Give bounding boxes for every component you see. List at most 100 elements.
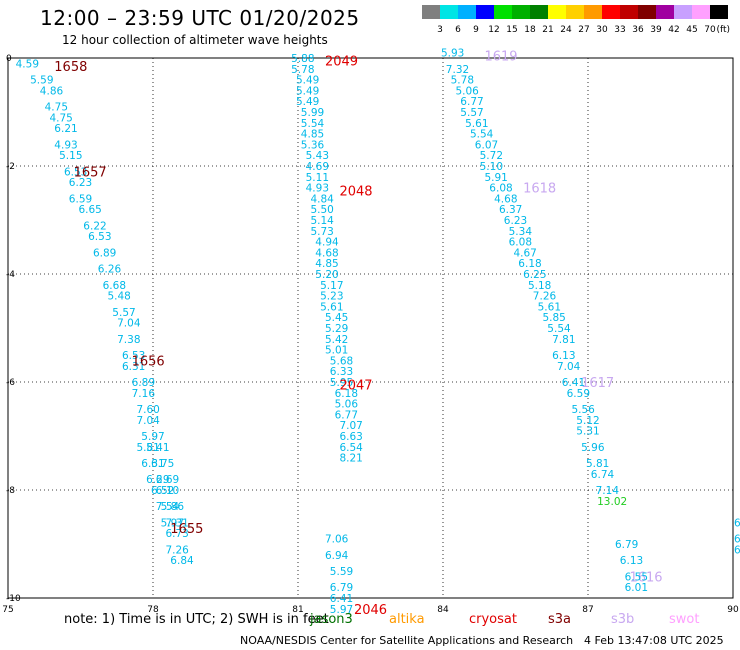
pass-number-label: 1656 [132, 354, 165, 369]
colorbar-label: 18 [524, 25, 536, 35]
wave-height-value: 7.07 [339, 420, 362, 432]
colorbar-swatch [530, 5, 548, 19]
wave-height-value: 5.49 [296, 96, 319, 108]
colorbar-swatch [512, 5, 530, 19]
colorbar-label: 6 [455, 25, 461, 35]
footer-timestamp: 4 Feb 13:47:08 UTC 2025 [584, 634, 724, 647]
wave-height-value: 6.07 [475, 139, 498, 151]
y-tick-label: -8 [6, 486, 15, 496]
wave-height-value: 5.61 [320, 301, 343, 313]
x-tick-label: 75 [2, 605, 13, 615]
wave-height-value: 5.01 [325, 345, 348, 357]
wave-height-value: 7.54 [156, 501, 180, 513]
y-tick-label: 0 [6, 54, 12, 64]
x-tick-label: 78 [147, 605, 159, 615]
colorbar-label: 45 [686, 25, 697, 35]
wave-height-value: 5.50 [310, 204, 333, 216]
wave-height-value: 4.67 [513, 247, 536, 259]
wave-height-value: 6.41 [330, 593, 353, 605]
pass-number-label: 1616 [629, 570, 662, 585]
wave-height-value: 5.86 [161, 501, 185, 513]
wave-height-value: 5.91 [484, 172, 507, 184]
wave-height-value: 5.45 [325, 312, 348, 324]
colorbar-label: 27 [578, 25, 589, 35]
satellite-jason3: jason3 [310, 612, 353, 627]
pass-number-label: 1618 [523, 182, 556, 197]
wave-height-value: 4.93 [306, 183, 329, 195]
wave-height-value: 5.18 [528, 280, 551, 292]
wave-height-value: 6.53 [88, 231, 111, 243]
wave-height-value: 5.97 [141, 431, 164, 443]
wave-height-value: 4.85 [301, 129, 324, 141]
wave-height-value: 7.04 [557, 361, 581, 373]
x-tick-label: 81 [292, 605, 303, 615]
wave-height-value: 6.53 [122, 350, 145, 362]
wave-height-value: 6.33 [330, 366, 353, 378]
pass-number-label: 1655 [170, 522, 203, 537]
wave-height-value: 6.08 [509, 237, 532, 249]
wave-height-value: 5.11 [306, 172, 329, 184]
footer-credit: NOAA/NESDIS Center for Satellite Applica… [240, 634, 574, 647]
wave-height-value: 5.54 [301, 118, 325, 130]
wave-height-value: 5.78 [291, 64, 314, 76]
wave-height-value: 6.55 [625, 571, 648, 583]
wave-height-value: 5.72 [480, 150, 503, 162]
colorbar-label: 3 [437, 25, 443, 35]
wave-height-value: 6.59 [69, 193, 92, 205]
wave-height-value: 6.89 [132, 377, 155, 389]
wave-height-value: 4.85 [315, 258, 338, 270]
colorbar-label: 24 [560, 25, 572, 35]
page-subtitle: 12 hour collection of altimeter wave hei… [62, 33, 328, 47]
wave-height-value: 5.68 [330, 355, 353, 367]
colorbar-label: 30 [596, 25, 608, 35]
wave-height-value: 6.01 [625, 582, 648, 594]
wave-height-value: 5.15 [59, 150, 82, 162]
wave-height-value: 6.73 [165, 528, 188, 540]
wave-height-value: 6.54 [339, 442, 363, 454]
wave-height-value: 5.14 [310, 215, 334, 227]
pass-number-label: 1619 [484, 49, 517, 64]
pass-number-label: 2049 [325, 55, 358, 70]
wave-height-value: 6.21 [54, 123, 77, 135]
wave-height-value: 6.23 [69, 177, 92, 189]
wave-height-value: 5.42 [325, 334, 348, 346]
wave-height-value: 6.31 [122, 361, 145, 373]
wave-height-value: 5.41 [146, 442, 169, 454]
wave-height-value: 6.79 [330, 582, 353, 594]
wave-height-value: 6.65 [78, 204, 101, 216]
wave-height-value: 6.13 [552, 350, 575, 362]
wave-height-value: 4.75 [49, 112, 72, 124]
note-text: note: 1) Time is in UTC; 2) SWH is in fe… [64, 612, 329, 627]
wave-height-value: 7.38 [117, 334, 140, 346]
wave-height-value: 5.59 [330, 566, 353, 578]
wave-height-value: 6.77 [460, 96, 483, 108]
pass-number-label: 1657 [74, 165, 107, 180]
colorbar-label: 15 [506, 25, 517, 35]
colorbar-swatch [548, 5, 566, 19]
wave-height-value: 6.29 [146, 474, 169, 486]
wave-height-value: 5.88 [291, 53, 314, 65]
wave-height-value: 5.56 [571, 404, 595, 416]
wave-height-value: 5.97 [161, 517, 184, 529]
colorbar-label: 70 [704, 25, 716, 35]
colorbar-swatch [620, 5, 638, 19]
wave-height-value: 5.85 [542, 312, 565, 324]
wave-height-value: 6.23 [504, 215, 527, 227]
wave-height-value: 7.04 [117, 318, 141, 330]
colorbar-swatch [602, 5, 620, 19]
wave-height-value: 6.13 [620, 555, 643, 567]
colorbar-label: 9 [473, 25, 479, 35]
y-tick-label: -4 [6, 270, 15, 280]
edge-wave-value: 6 [734, 534, 740, 546]
wave-height-value: 7.81 [552, 334, 575, 346]
wave-height-value: 5.93 [441, 48, 464, 60]
y-tick-label: -2 [6, 162, 15, 172]
wave-height-value: 6.79 [615, 539, 638, 551]
pass-number-label: 2047 [339, 379, 372, 394]
colorbar-swatch [674, 5, 692, 19]
wave-height-value: 4.59 [16, 58, 39, 70]
wave-height-value: 7.06 [325, 534, 349, 546]
wave-height-value: 5.73 [310, 226, 333, 238]
satellite-cryosat: cryosat [469, 612, 517, 627]
